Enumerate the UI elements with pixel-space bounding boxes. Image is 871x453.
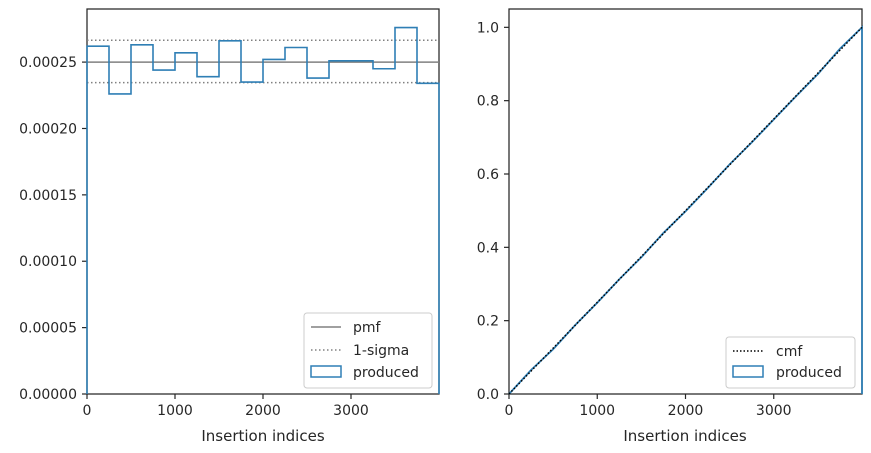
left-y-tick-label: 0.00000: [19, 387, 77, 403]
right-chart-panel: 0 1000 2000 3000 0.0 0.2 0.4 0.6 0.8 1.0 Inserti…: [477, 8, 863, 445]
right-x-tick-label: 1000: [579, 403, 615, 419]
left-y-tick-label: 0.00025: [19, 55, 77, 71]
right-legend-box: [725, 336, 856, 389]
right-legend: cmf produced: [725, 336, 856, 389]
right-x-axis-title: Insertion indices: [623, 427, 746, 445]
legend-label-1-sigma: 1-sigma: [353, 343, 409, 359]
left-x-tick-label: 2000: [245, 403, 281, 419]
left-y-tick-label: 0.00005: [19, 321, 77, 337]
left-x-tick-label: 0: [83, 403, 92, 419]
right-x-tick-label: 0: [505, 403, 514, 419]
legend-label-produced: produced: [353, 365, 419, 381]
right-y-tick-label: 0.0: [477, 387, 499, 403]
right-y-tick-label: 1.0: [477, 20, 499, 36]
legend-label-cmf: cmf: [776, 344, 803, 360]
left-y-axis: 0.00000 0.00005 0.00010 0.00015 0.00020 0.000…: [19, 55, 87, 403]
produced-histogram: [86, 26, 440, 394]
right-y-tick-label: 0.2: [477, 314, 499, 330]
left-legend: pmf 1-sigma produced: [303, 312, 433, 389]
right-x-tick-label: 3000: [756, 403, 792, 419]
left-legend-box: [303, 312, 433, 389]
left-x-tick-label: 1000: [157, 403, 193, 419]
legend-swatch-produced: [310, 365, 342, 378]
right-y-axis: 0.0 0.2 0.4 0.6 0.8 1.0: [477, 20, 509, 403]
left-x-tick-label: 3000: [333, 403, 369, 419]
right-y-tick-label: 0.4: [477, 240, 499, 256]
right-x-tick-label: 2000: [668, 403, 704, 419]
legend-label-pmf: pmf: [353, 320, 382, 336]
right-plot-content: [508, 25, 863, 395]
legend-label-produced-cumulative: produced: [776, 365, 842, 381]
left-y-tick-label: 0.00010: [19, 254, 77, 270]
left-y-tick-label: 0.00015: [19, 188, 77, 204]
left-y-tick-label: 0.00020: [19, 121, 77, 137]
right-x-axis: 0 1000 2000 3000: [505, 394, 792, 419]
left-plot-content: [86, 26, 440, 394]
right-plot-frame: [508, 8, 863, 395]
right-y-tick-label: 0.8: [477, 94, 499, 110]
left-chart-panel: 0 1000 2000 3000 0.000000.000050.000100.000…: [19, 8, 440, 445]
right-y-tick-label: 0.6: [477, 167, 499, 183]
cmf-line: [508, 26, 863, 395]
left-x-axis: 0 1000 2000 3000: [83, 394, 369, 419]
left-x-axis-title: Insertion indices: [201, 427, 324, 445]
legend-swatch-produced-cumulative: [732, 365, 764, 378]
